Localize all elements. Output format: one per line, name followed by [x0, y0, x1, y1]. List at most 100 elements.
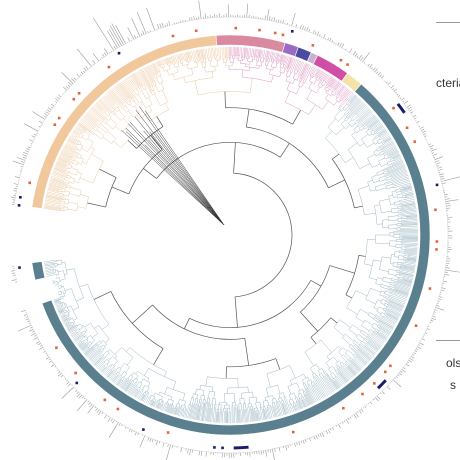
internal-branch-789 [135, 371, 150, 382]
leaf-branches-519 [394, 289, 409, 295]
leaf-branches-778 [157, 403, 162, 410]
leaf-branches-677 [269, 406, 275, 419]
leaf-branches-787 [148, 400, 153, 406]
internal-branch-510 [390, 278, 398, 282]
leaf-branches-151 [140, 69, 151, 88]
leaf-branches-573 [365, 343, 378, 354]
leaf-branches-327 [341, 89, 351, 101]
leaf-branches-720 [219, 409, 222, 423]
leaf-branches-917 [57, 291, 59, 293]
leaf-branches-113 [102, 95, 116, 111]
internal-branch-451 [396, 223, 402, 226]
leaf-branches-70 [68, 137, 76, 143]
internal-branch-82 [113, 128, 133, 148]
internal-branch-442 [382, 219, 389, 228]
leaf-branches-518 [394, 287, 410, 294]
internal-branch-22 [61, 187, 66, 192]
internal-branch-171 [160, 64, 165, 69]
internal-branch-470 [395, 239, 402, 243]
leaf-branches-877 [69, 329, 77, 335]
internal-branch-838 [102, 350, 110, 358]
internal-branch-167 [183, 71, 214, 84]
internal-branch-466 [399, 236, 403, 239]
internal-branch-516 [380, 284, 390, 290]
internal-branch-298 [315, 75, 319, 78]
root-lineage-ray-1 [121, 129, 225, 226]
leaf-branches-674 [272, 406, 277, 418]
leaf-branches-650 [301, 399, 307, 408]
leaf-branches-531 [388, 300, 404, 308]
internal-branch-630 [225, 358, 281, 379]
internal-branch-62 [81, 138, 94, 152]
leaf-branches-654 [297, 400, 303, 409]
leaf-branches-561 [371, 333, 385, 344]
leaf-branches-348 [355, 104, 367, 115]
leaf-branches-11 [44, 202, 65, 208]
internal-branch-266 [279, 67, 286, 74]
trait-marker-navy-35 [221, 446, 224, 450]
leaf-branches-544 [382, 315, 397, 325]
internal-branch-473 [395, 243, 402, 248]
leaf-branches-183 [169, 56, 174, 64]
internal-branch-513 [389, 281, 395, 286]
leaf-branches-835 [101, 367, 107, 373]
leaf-branches-691 [256, 412, 259, 421]
internal-branch-186 [186, 62, 199, 70]
leaf-branches-65 [64, 143, 75, 150]
leaf-branches-139 [127, 76, 138, 90]
leaf-branches-77 [74, 128, 82, 134]
leaf-branches-242 [245, 47, 249, 58]
internal-branch-553 [377, 324, 381, 328]
leaf-branches-245 [251, 48, 255, 58]
internal-branch-529 [380, 298, 387, 305]
trait-marker-orange-15 [281, 33, 285, 37]
internal-branch-834 [104, 363, 109, 368]
leaf-branches-824 [110, 373, 117, 382]
trait-marker-orange-20 [392, 106, 395, 110]
internal-branch-613 [330, 372, 337, 379]
internal-branch-16 [62, 197, 66, 201]
root-lineage-ray-10 [149, 131, 225, 226]
leaf-branches-156 [146, 66, 156, 82]
leaf-branches-211 [206, 48, 210, 59]
leaf-branches-145 [133, 72, 143, 87]
internal-branch-579 [348, 344, 354, 349]
internal-branch-911 [61, 291, 65, 298]
leaf-branches-377 [379, 132, 390, 141]
internal-branch-606 [336, 365, 340, 369]
internal-branch-122 [121, 102, 127, 108]
internal-branch-259 [271, 61, 278, 69]
leaf-branches-729 [210, 408, 214, 423]
internal-branch-923 [56, 277, 61, 283]
leaf-branches-762 [174, 408, 178, 415]
leaf-branches-645 [305, 393, 312, 405]
internal-branch-859 [87, 344, 91, 348]
leaf-branches-258 [267, 51, 272, 63]
internal-branch-429 [401, 194, 406, 199]
internal-branch-767 [170, 405, 174, 409]
internal-branch-321 [335, 97, 341, 103]
internal-branch-31 [73, 171, 82, 183]
leaf-branches-374 [377, 129, 387, 136]
internal-branch-144 [141, 84, 147, 90]
leaf-branches-42 [54, 165, 66, 171]
leaf-branches-823 [112, 374, 119, 383]
leaf-branches-681 [262, 409, 267, 420]
internal-branch-83 [102, 131, 117, 144]
leaf-branches-744 [193, 404, 198, 420]
leaf-branches-288 [299, 63, 308, 79]
trait-marker-orange-8 [107, 65, 111, 69]
internal-branch-601 [339, 361, 345, 367]
internal-branch-188 [179, 59, 184, 64]
internal-branch-297 [315, 77, 320, 81]
internal-branch-353 [347, 142, 371, 169]
leaf-branches-880 [67, 325, 76, 331]
leaf-branches-515 [393, 284, 410, 292]
leaf-branches-440 [400, 207, 417, 212]
internal-branch-815 [120, 362, 130, 373]
internal-branch-479 [379, 256, 392, 272]
internal-branch-851 [96, 340, 102, 346]
leaf-branches-271 [283, 55, 288, 66]
leaf-branches-133 [120, 81, 134, 99]
internal-branch-619 [317, 368, 325, 375]
